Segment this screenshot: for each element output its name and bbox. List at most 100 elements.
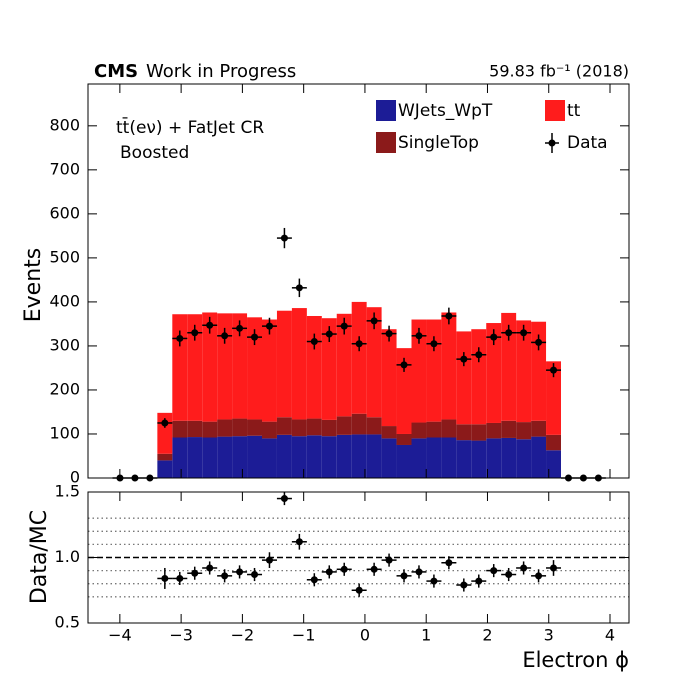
y-tick-label: 800 bbox=[49, 115, 80, 134]
bar-segment bbox=[321, 419, 337, 437]
bar-segment bbox=[411, 438, 427, 478]
bar-segment bbox=[202, 421, 218, 438]
ratio-point bbox=[310, 576, 318, 584]
ratio-point bbox=[505, 571, 513, 579]
bar-segment bbox=[441, 419, 457, 438]
bar-segment bbox=[486, 438, 502, 478]
bar-segment bbox=[546, 361, 561, 435]
legend-label: tt bbox=[567, 101, 581, 121]
legend-marker bbox=[548, 139, 556, 147]
y-tick-label: 1.0 bbox=[55, 547, 80, 566]
bar-segment bbox=[336, 313, 352, 417]
bar-segment bbox=[471, 440, 487, 478]
data-point bbox=[460, 355, 468, 363]
data-point bbox=[340, 322, 348, 330]
data-point bbox=[535, 338, 543, 346]
bar-segment bbox=[262, 421, 277, 439]
bar-segment bbox=[351, 301, 367, 414]
ratio-point bbox=[445, 559, 453, 567]
legend-label: Data bbox=[567, 133, 608, 153]
bar-segment bbox=[471, 329, 487, 425]
bar-segment bbox=[546, 450, 561, 478]
bar-segment bbox=[456, 331, 472, 425]
ratio-point bbox=[236, 568, 244, 576]
data-point bbox=[430, 340, 438, 348]
ratio-point bbox=[370, 565, 378, 573]
data-point bbox=[310, 338, 318, 346]
bar-segment bbox=[321, 436, 337, 478]
x-tick-label: −3 bbox=[169, 626, 193, 645]
bar-segment bbox=[426, 421, 442, 438]
legend-swatch bbox=[376, 132, 396, 153]
data-point bbox=[550, 366, 558, 374]
bar-segment bbox=[187, 420, 203, 438]
bar-segment bbox=[351, 413, 367, 435]
bar-segment bbox=[306, 435, 322, 478]
y-tick-label: 0 bbox=[70, 468, 80, 487]
bar-segment bbox=[157, 460, 173, 478]
y-axis-label: Events bbox=[21, 248, 46, 323]
bar-segment bbox=[291, 436, 307, 478]
ratio-point bbox=[325, 568, 333, 576]
data-point bbox=[475, 351, 483, 359]
bar-segment bbox=[381, 329, 397, 427]
bar-segment bbox=[336, 434, 352, 478]
bar-segment bbox=[202, 437, 218, 478]
y-tick-label: 700 bbox=[49, 159, 80, 178]
bar-segment bbox=[426, 437, 442, 478]
bar-segment bbox=[396, 444, 412, 478]
x-tick-label: 3 bbox=[544, 626, 554, 645]
data-point bbox=[325, 330, 333, 338]
ratio-point bbox=[520, 564, 528, 572]
bar-segment bbox=[217, 436, 233, 478]
bar-segment bbox=[411, 319, 427, 423]
annotation: tt̄(eν) + FatJet CR bbox=[116, 116, 264, 138]
bar-segment bbox=[501, 312, 517, 421]
data-point bbox=[280, 234, 288, 242]
y-tick-label: 400 bbox=[49, 291, 80, 310]
bar-segment bbox=[262, 319, 277, 422]
bar-segment bbox=[516, 320, 532, 423]
bar-segment bbox=[232, 313, 248, 419]
x-tick-label: 1 bbox=[421, 626, 431, 645]
bar-segment bbox=[381, 438, 397, 478]
ratio-point bbox=[430, 577, 438, 585]
x-tick-label: 2 bbox=[482, 626, 492, 645]
data-point bbox=[355, 340, 363, 348]
bar-segment bbox=[501, 437, 517, 478]
legend-swatch bbox=[545, 100, 565, 121]
data-point bbox=[505, 329, 513, 337]
bar-segment bbox=[336, 416, 352, 435]
bar-segment bbox=[366, 307, 382, 418]
bar-segment bbox=[232, 436, 248, 478]
ratio-point bbox=[280, 495, 288, 503]
ratio-point bbox=[295, 538, 303, 546]
bar-segment bbox=[531, 420, 547, 437]
bar-segment bbox=[486, 422, 502, 439]
bar-segment bbox=[351, 434, 367, 478]
x-tick-label: −4 bbox=[108, 626, 132, 645]
bar-segment bbox=[247, 317, 263, 420]
bar-segment bbox=[262, 438, 277, 478]
bar-segment bbox=[381, 426, 397, 439]
ratio-point bbox=[251, 571, 259, 579]
bar-segment bbox=[172, 314, 188, 421]
data-point bbox=[295, 284, 303, 292]
y-tick-label: 0.5 bbox=[55, 613, 80, 632]
y-axis-label: Data/MC bbox=[27, 510, 52, 604]
bar-segment bbox=[516, 422, 532, 440]
bar-segment bbox=[531, 321, 547, 421]
bar-segment bbox=[411, 422, 427, 439]
bar-segment bbox=[247, 419, 263, 436]
data-point bbox=[490, 333, 498, 341]
data-point bbox=[445, 312, 453, 320]
data-point bbox=[400, 361, 408, 369]
data-point bbox=[206, 321, 214, 329]
legend-swatch bbox=[376, 100, 396, 121]
bar-segment bbox=[471, 424, 487, 441]
ratio-point bbox=[415, 568, 423, 576]
ratio-point bbox=[460, 581, 468, 589]
bar-segment bbox=[172, 420, 188, 438]
ratio-point bbox=[550, 564, 558, 572]
